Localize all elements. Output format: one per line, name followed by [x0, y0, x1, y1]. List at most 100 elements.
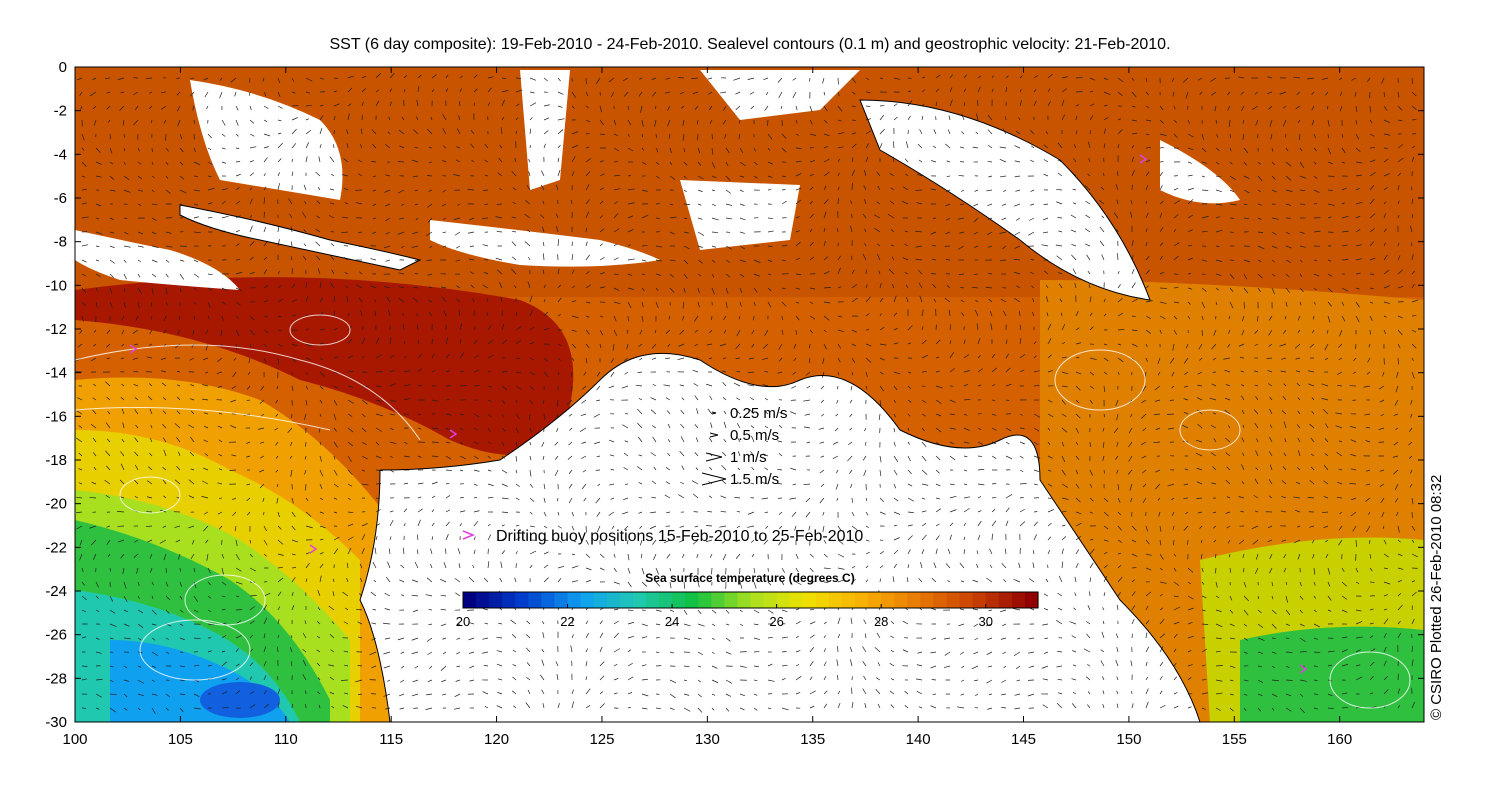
velocity-arrow — [1269, 119, 1273, 127]
velocity-arrow — [1005, 383, 1012, 387]
velocity-arrow — [1033, 370, 1040, 373]
velocity-arrow — [1029, 129, 1035, 135]
velocity-arrow — [445, 74, 449, 79]
velocity-arrow — [1159, 271, 1165, 275]
velocity-arrow — [822, 77, 825, 84]
velocity-arrow — [1282, 466, 1287, 471]
buoy-legend: Drifting buoy positions 15-Feb-2010 to 2… — [462, 528, 863, 545]
velocity-arrow — [1159, 329, 1162, 334]
velocity-arrow — [1014, 245, 1021, 249]
velocity-arrow — [851, 77, 857, 84]
velocity-arrow — [145, 525, 153, 527]
velocity-arrow — [711, 217, 719, 221]
velocity-arrow — [468, 258, 475, 261]
velocity-arrow — [1397, 242, 1400, 247]
velocity-arrow — [1102, 427, 1105, 432]
velocity-arrow — [107, 119, 111, 123]
velocity-arrow — [302, 673, 307, 681]
velocity-arrow — [543, 104, 550, 107]
velocity-arrow — [666, 553, 671, 559]
velocity-arrow — [624, 91, 629, 97]
velocity-arrow — [767, 679, 775, 682]
velocity-arrow — [1369, 159, 1376, 163]
velocity-arrow — [736, 436, 741, 443]
velocity-arrow — [1355, 229, 1361, 233]
buoy-marker — [129, 344, 138, 354]
velocity-arrow — [344, 202, 349, 205]
velocity-arrow — [203, 439, 209, 443]
velocity-arrow — [975, 131, 979, 135]
velocity-arrow — [495, 257, 503, 261]
velocity-arrow — [806, 441, 811, 444]
velocity-arrow — [1201, 664, 1206, 667]
velocity-arrow — [977, 520, 982, 527]
velocity-arrow — [720, 91, 727, 94]
velocity-arrow — [302, 648, 307, 653]
velocity-arrow — [383, 622, 391, 625]
velocity-arrow — [249, 105, 252, 111]
velocity-arrow — [991, 482, 997, 485]
velocity-arrow — [1173, 648, 1177, 653]
velocity-arrow — [1019, 497, 1024, 499]
velocity-arrow — [725, 273, 731, 278]
velocity-arrow — [921, 497, 926, 500]
velocity-arrow — [764, 105, 769, 111]
velocity-arrow — [585, 119, 591, 123]
velocity-arrow — [290, 441, 293, 447]
velocity-arrow — [613, 329, 618, 336]
velocity-arrow — [193, 189, 201, 192]
velocity-arrow — [711, 203, 716, 207]
velocity-arrow — [333, 77, 339, 79]
velocity-arrow — [389, 413, 395, 416]
colorbar-cell — [985, 592, 1000, 608]
velocity-arrow — [1241, 384, 1245, 387]
velocity-arrow — [583, 371, 587, 376]
velocity-legend: 0.25 m/s0.5 m/s1 m/s1.5 m/s — [701, 405, 788, 488]
velocity-arrow — [691, 480, 699, 485]
velocity-arrow — [319, 525, 326, 529]
velocity-arrow — [501, 483, 508, 487]
velocity-arrow — [458, 563, 461, 569]
velocity-arrow — [1173, 705, 1179, 709]
velocity-arrow — [193, 567, 196, 573]
velocity-arrow — [137, 679, 145, 684]
velocity-arrow — [1131, 315, 1136, 317]
velocity-arrow — [1003, 189, 1007, 192]
velocity-arrow — [361, 355, 365, 359]
velocity-arrow — [963, 398, 971, 401]
velocity-arrow — [1313, 651, 1321, 654]
velocity-arrow — [1397, 525, 1400, 533]
velocity-arrow — [329, 156, 335, 163]
velocity-arrow — [963, 427, 970, 431]
velocity-arrow — [132, 357, 139, 360]
velocity-arrow — [259, 441, 265, 444]
velocity-arrow — [865, 385, 868, 390]
java-coast — [179, 204, 422, 271]
velocity-arrow — [149, 105, 153, 110]
velocity-arrow — [469, 245, 475, 247]
velocity-arrow — [1369, 675, 1374, 681]
velocity-arrow — [963, 413, 968, 416]
velocity-arrow — [879, 283, 882, 289]
velocity-arrow — [1013, 258, 1021, 261]
velocity-arrow — [893, 427, 896, 433]
velocity-arrow — [963, 339, 966, 345]
velocity-arrow — [1296, 382, 1301, 387]
velocity-arrow — [809, 256, 815, 261]
velocity-arrow — [599, 133, 606, 136]
velocity-arrow — [557, 314, 561, 317]
velocity-arrow — [678, 77, 685, 79]
velocity-arrow — [734, 496, 741, 499]
velocity-arrow — [655, 651, 660, 654]
velocity-arrow — [946, 175, 951, 177]
velocity-arrow — [1141, 441, 1147, 446]
velocity-arrow — [151, 707, 156, 714]
velocity-arrow — [137, 203, 142, 206]
velocity-arrow — [1058, 271, 1063, 275]
velocity-arrow — [89, 497, 97, 499]
velocity-arrow — [988, 298, 993, 303]
velocity-arrow — [1187, 287, 1193, 290]
velocity-arrow — [809, 287, 816, 290]
velocity-arrow — [795, 675, 802, 681]
